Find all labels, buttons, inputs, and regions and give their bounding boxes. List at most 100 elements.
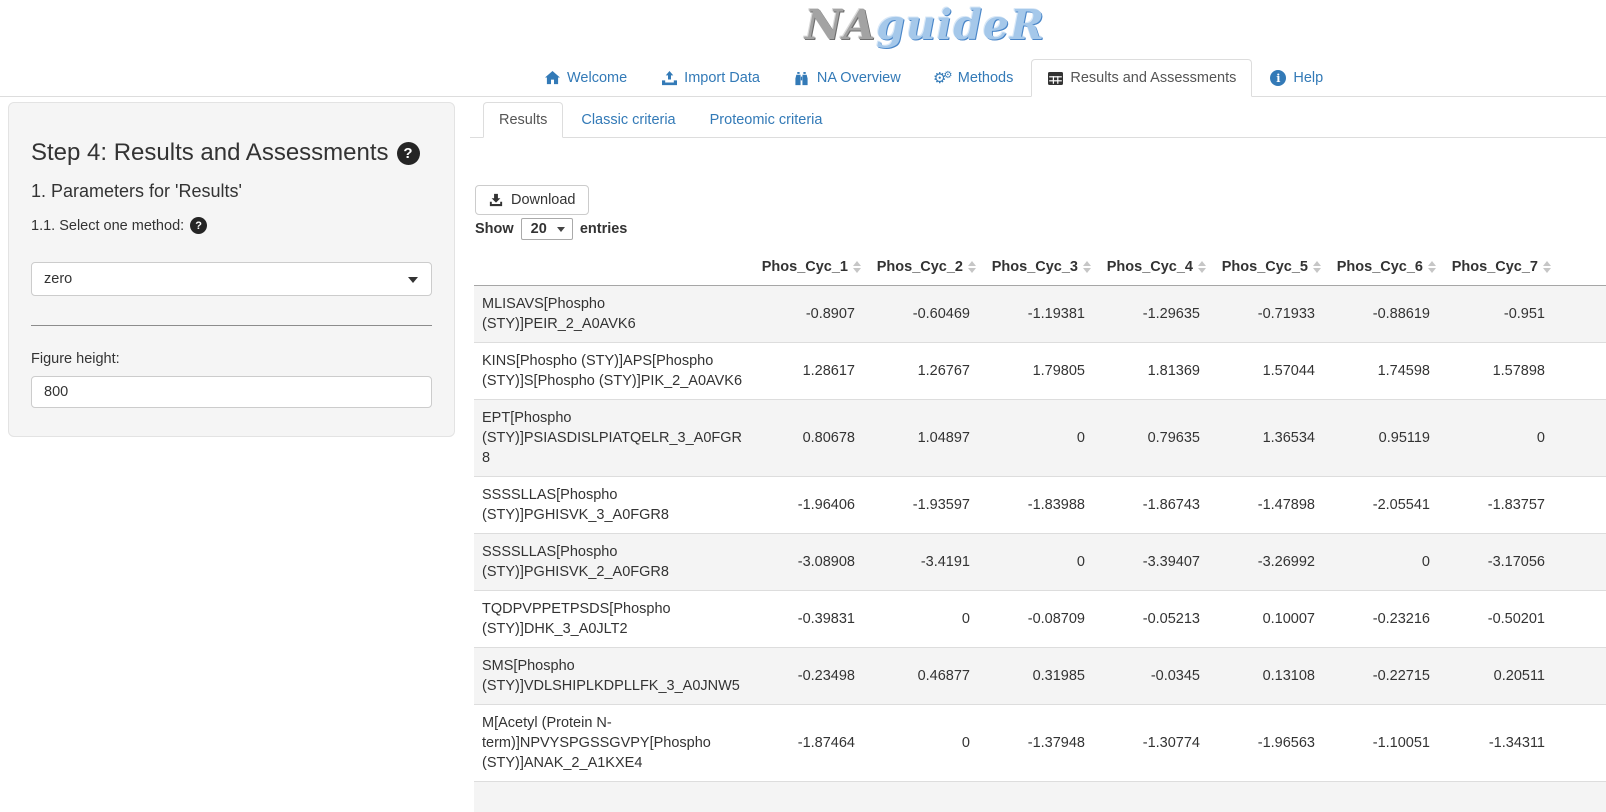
cell-value: -0.50201 bbox=[1487, 611, 1545, 627]
table-row: EPT[Phospho (STY)]PSIASDISLPIATQELR_3_A0… bbox=[474, 399, 1606, 477]
cell-value: -1.37948 bbox=[1027, 735, 1085, 751]
cell-value: -0.0345 bbox=[1150, 668, 1200, 684]
tab-classic-criteria[interactable]: Classic criteria bbox=[581, 112, 676, 128]
sort-icon bbox=[1083, 261, 1091, 273]
table-row: SSSSLLAS[Phospho (STY)]PGHISVK_2_A0FGR8 … bbox=[474, 533, 1606, 591]
download-icon bbox=[488, 192, 504, 208]
column-header[interactable]: Phos_Cyc_7 bbox=[1444, 249, 1559, 286]
table-row: SMS[Phospho (STY)]VDLSHIPLKDPLLFK_3_A0JN… bbox=[474, 647, 1606, 705]
main-content: Results Classic criteria Proteomic crite… bbox=[470, 102, 1606, 812]
nav-tab-label: Import Data bbox=[684, 70, 760, 86]
nav-tab-na-overview[interactable]: NA Overview bbox=[778, 59, 917, 97]
row-name: M[Acetyl (Protein N-term)]NPVYSPGSSGVPY[… bbox=[482, 715, 711, 771]
chevron-down-icon bbox=[556, 226, 565, 232]
tab-proteomic-criteria[interactable]: Proteomic criteria bbox=[709, 112, 823, 128]
table-row: MLISAVS[Phospho (STY)]PEIR_2_A0AVK6 -0.8… bbox=[474, 285, 1606, 343]
cell-value: -1.30774 bbox=[1142, 735, 1200, 751]
table-row-partial bbox=[474, 781, 1606, 812]
row-name: SSSSLLAS[Phospho (STY)]PGHISVK_2_A0FGR8 bbox=[482, 544, 669, 580]
page-length-select[interactable]: 20 bbox=[520, 218, 573, 240]
nav-tab-import-data[interactable]: Import Data bbox=[645, 59, 776, 97]
cell-value: -0.88619 bbox=[1372, 306, 1430, 322]
cell-value: 1.57044 bbox=[1262, 363, 1315, 379]
cell-value: -2.05541 bbox=[1372, 497, 1430, 513]
sort-icon bbox=[1428, 261, 1436, 273]
cell-value: 1.26767 bbox=[917, 363, 970, 379]
sort-icon bbox=[853, 261, 861, 273]
cell-value: 0 bbox=[1076, 430, 1085, 446]
help-question-icon[interactable]: ? bbox=[396, 141, 420, 165]
table-row: KINS[Phospho (STY)]APS[Phospho (STY)]S[P… bbox=[474, 342, 1606, 400]
column-header[interactable]: Phos_Cyc_2 bbox=[869, 249, 984, 286]
download-button-label: Download bbox=[511, 192, 576, 208]
table-row: M[Acetyl (Protein N-term)]NPVYSPGSSGVPY[… bbox=[474, 704, 1606, 782]
cell-value: -0.39831 bbox=[797, 611, 855, 627]
table-row: TQDPVPPETPSDS[Phospho (STY)]DHK_3_A0JLT2… bbox=[474, 590, 1606, 648]
row-name: SMS[Phospho (STY)]VDLSHIPLKDPLLFK_3_A0JN… bbox=[482, 658, 740, 694]
logo-text-gray: NA bbox=[804, 1, 877, 49]
cell-value: -0.22715 bbox=[1372, 668, 1430, 684]
cell-value: -3.26992 bbox=[1257, 554, 1315, 570]
cell-value: -1.96563 bbox=[1257, 735, 1315, 751]
cell-value: 0.31985 bbox=[1032, 668, 1085, 684]
nav-tab-results-and-assessments[interactable]: Results and Assessments bbox=[1031, 59, 1253, 97]
column-header[interactable]: Phos_Cyc_5 bbox=[1214, 249, 1329, 286]
results-subtabs: Results Classic criteria Proteomic crite… bbox=[470, 102, 1606, 138]
table-icon bbox=[1047, 70, 1063, 86]
nav-tab-label: Help bbox=[1293, 70, 1324, 86]
cell-value: 0.20511 bbox=[1493, 668, 1545, 684]
cell-value: 1.81369 bbox=[1147, 363, 1200, 379]
cell-value: -0.23216 bbox=[1372, 611, 1430, 627]
column-header[interactable]: Phos_Cyc_1 bbox=[754, 249, 869, 286]
table-row: SSSSLLAS[Phospho (STY)]PGHISVK_3_A0FGR8 … bbox=[474, 476, 1606, 534]
cell-value: 0 bbox=[961, 611, 970, 627]
method-selected-value: zero bbox=[44, 271, 73, 287]
app-logo: NAguideR bbox=[805, 1, 1045, 49]
cell-value: 0.95119 bbox=[1378, 430, 1430, 446]
cell-value: -1.96406 bbox=[797, 497, 855, 513]
cell-value: -1.34311 bbox=[1488, 735, 1545, 751]
method-select[interactable]: zero bbox=[31, 262, 432, 296]
info-icon: i bbox=[1270, 70, 1287, 86]
cell-value: -3.17056 bbox=[1487, 554, 1545, 570]
figure-height-input[interactable] bbox=[31, 376, 432, 408]
nav-tab-help[interactable]: i Help bbox=[1254, 59, 1339, 97]
column-header[interactable]: Phos_Cyc_3 bbox=[984, 249, 1099, 286]
binoculars-icon bbox=[794, 70, 810, 86]
cell-value: 0.79635 bbox=[1147, 430, 1200, 446]
cell-value: -1.86743 bbox=[1142, 497, 1200, 513]
parameters-subtitle: 1. Parameters for 'Results' bbox=[31, 181, 242, 201]
cell-value: -0.60469 bbox=[912, 306, 970, 322]
row-name: TQDPVPPETPSDS[Phospho (STY)]DHK_3_A0JLT2 bbox=[482, 601, 671, 637]
home-icon bbox=[544, 70, 560, 86]
cell-value: 0.10007 bbox=[1262, 611, 1315, 627]
nav-tab-methods[interactable]: ⚙⚙ Methods bbox=[919, 59, 1030, 97]
results-table: Phos_Cyc_1 Phos_Cyc_2 Phos_Cyc_3 Phos_Cy… bbox=[474, 249, 1606, 812]
sidebar-divider bbox=[31, 325, 432, 326]
cell-value: 1.04897 bbox=[917, 430, 970, 446]
row-name: MLISAVS[Phospho (STY)]PEIR_2_A0AVK6 bbox=[482, 296, 636, 332]
step-title: Step 4: Results and Assessments ? bbox=[31, 139, 432, 167]
cell-value: 0 bbox=[1536, 430, 1545, 446]
cell-value: -1.47898 bbox=[1257, 497, 1315, 513]
row-name: SSSSLLAS[Phospho (STY)]PGHISVK_3_A0FGR8 bbox=[482, 487, 669, 523]
step-title-text: Step 4: Results and Assessments bbox=[31, 139, 389, 166]
sidebar-panel: Step 4: Results and Assessments ? 1. Par… bbox=[8, 102, 455, 437]
cell-value: 1.74598 bbox=[1377, 363, 1430, 379]
cell-value: -0.23498 bbox=[797, 668, 855, 684]
tab-results[interactable]: Results bbox=[483, 102, 564, 138]
row-name: KINS[Phospho (STY)]APS[Phospho (STY)]S[P… bbox=[482, 353, 743, 389]
column-header[interactable]: Phos_Cyc_6 bbox=[1329, 249, 1444, 286]
entries-label: entries bbox=[579, 221, 628, 237]
cell-value: 0 bbox=[961, 735, 970, 751]
cell-value: -0.8907 bbox=[805, 306, 855, 322]
method-label: 1.1. Select one method: ? bbox=[31, 217, 432, 234]
nav-tab-welcome[interactable]: Welcome bbox=[528, 59, 643, 97]
cell-value: -1.29635 bbox=[1142, 306, 1200, 322]
download-button[interactable]: Download bbox=[475, 185, 589, 215]
nav-tab-label: NA Overview bbox=[816, 70, 901, 86]
column-header[interactable]: Phos_Cyc_4 bbox=[1099, 249, 1214, 286]
method-question-icon[interactable]: ? bbox=[190, 217, 208, 234]
logo-text-blue: guideR bbox=[876, 1, 1046, 49]
cell-value: 1.57898 bbox=[1492, 363, 1545, 379]
